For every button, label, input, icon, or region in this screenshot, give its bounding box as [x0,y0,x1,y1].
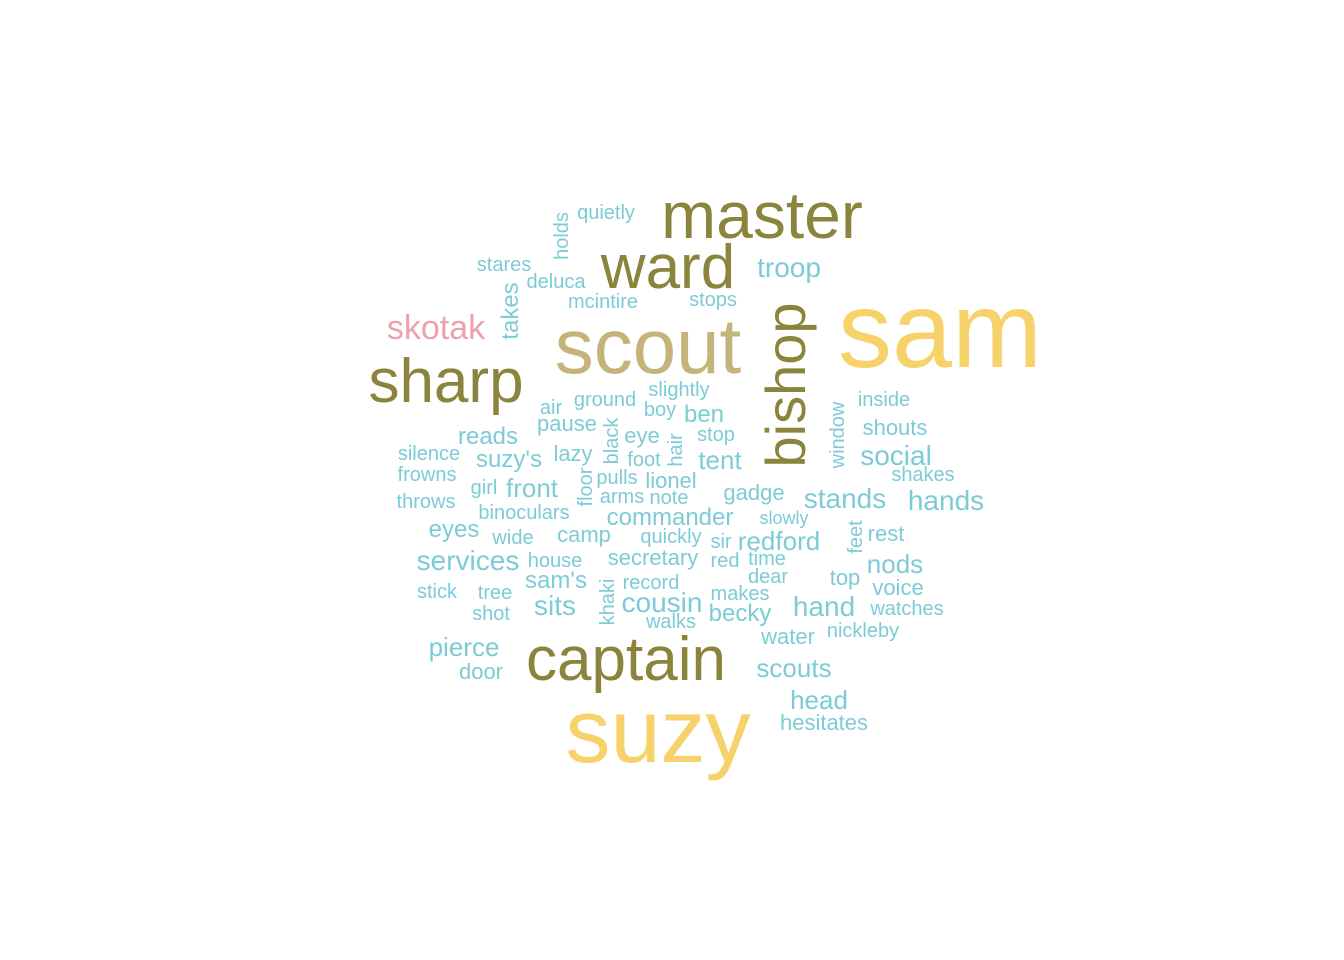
cloud-word: commander [606,504,734,531]
cloud-word: becky [708,600,772,627]
cloud-word: sits [534,590,576,621]
cloud-word: wide [492,527,534,549]
cloud-word: scout [554,302,742,390]
cloud-word: slowly [759,508,809,528]
cloud-word: note [649,487,689,509]
cloud-word: gadge [723,480,785,505]
cloud-word: voice [872,575,924,600]
cloud-word: troop [757,252,821,283]
cloud-word: black [601,417,623,465]
cloud-word: khaki [597,578,619,626]
cloud-word: quickly [640,526,702,548]
cloud-word: walks [645,611,697,633]
cloud-word: redford [737,526,821,556]
cloud-word: eyes [428,516,480,543]
cloud-word: foot [627,449,661,471]
cloud-word: pierce [428,632,500,662]
cloud-word: feet [845,520,867,554]
cloud-word: door [458,659,504,684]
cloud-word: time [748,548,786,570]
cloud-word: water [761,624,815,649]
cloud-word: floor [575,467,597,507]
cloud-word: dear [747,566,789,588]
cloud-word: eye [624,423,660,448]
cloud-word: slightly [648,379,710,401]
cloud-word: pulls [596,467,638,489]
cloud-word: lionel [645,468,697,493]
cloud-word: rest [867,521,905,546]
cloud-word: stares [476,254,532,276]
cloud-word: holds [551,212,573,260]
cloud-word: silence [397,443,461,465]
cloud-word: hand [792,591,856,622]
cloud-word: nickleby [826,620,900,642]
cloud-word: air [539,397,563,419]
cloud-word: ben [683,401,725,428]
cloud-word: hesitates [779,710,869,735]
cloud-word: suzy's [476,446,542,473]
cloud-word: bishop [754,302,817,468]
cloud-word: shakes [891,464,955,486]
cloud-word: cousin [621,587,703,618]
cloud-word: girl [470,477,498,499]
cloud-word: frowns [397,464,457,486]
cloud-word: stick [417,581,457,603]
cloud-word: quietly [577,202,635,224]
cloud-word: hair [665,433,687,467]
cloud-word: top [829,565,861,590]
cloud-word: camp [557,522,611,547]
cloud-word: captain [526,625,726,694]
cloud-word: sharp [368,347,524,416]
cloud-word: social [860,440,932,471]
cloud-word: sam [837,269,1043,390]
cloud-word: head [790,685,848,715]
cloud-word: ward [600,233,736,302]
cloud-word: nods [866,549,924,579]
cloud-word: shouts [862,415,928,440]
cloud-word: watches [870,598,944,620]
cloud-word: shot [472,603,510,625]
cloud-word: stands [803,483,887,514]
cloud-word: front [505,473,559,503]
cloud-word: mcintire [567,291,639,313]
cloud-word: makes [710,583,770,605]
cloud-word: arms [599,486,645,508]
cloud-word: inside [857,389,911,411]
cloud-word: stops [689,289,737,311]
cloud-word: red [710,550,740,572]
cloud-word: reads [457,423,519,450]
cloud-word: boy [643,399,677,421]
cloud-word: window [827,401,849,469]
cloud-word: stop [697,424,735,446]
cloud-word: secretary [607,545,699,570]
cloud-word: throws [396,491,456,513]
cloud-word: ground [573,389,637,411]
cloud-word: sir [710,531,732,553]
cloud-word: tree [477,582,513,604]
cloud-word: pause [537,411,597,436]
cloud-word: house [527,550,583,572]
cloud-word: services [416,545,520,576]
cloud-word: record [622,572,680,594]
cloud-word: hands [907,485,985,516]
cloud-word: master [661,178,863,252]
cloud-word: suzy [565,682,751,782]
cloud-word: scouts [756,653,832,683]
cloud-word: takes [497,282,524,340]
cloud-word: binoculars [478,502,570,524]
cloud-word: deluca [526,271,586,293]
cloud-word: skotak [386,309,486,347]
cloud-word: sam's [525,567,587,594]
cloud-word: tent [698,445,742,475]
cloud-word: lazy [553,441,593,466]
